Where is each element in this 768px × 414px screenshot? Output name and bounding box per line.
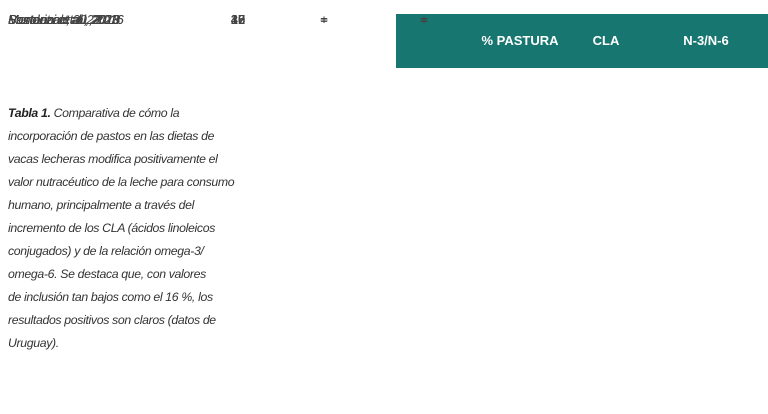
- caption-line: resultados positivos son claros (datos d…: [8, 309, 280, 332]
- header-cell: CLA: [592, 33, 620, 48]
- caption-text: incremento de los CLA (ácidos linoleicos: [8, 221, 215, 235]
- value-cell: +: [420, 12, 428, 27]
- value-cell: 38: [230, 12, 246, 27]
- value-cell: 16: [230, 12, 246, 27]
- caption-line: Tabla 1. Comparativa de cómo la: [8, 102, 280, 125]
- value-cell: 36: [230, 12, 246, 27]
- caption-text: vacas lecheras modifica positivamente el: [8, 152, 218, 166]
- caption-text: de inclusión tan bajos como el 16 %, los: [8, 290, 213, 304]
- caption-text: Comparativa de cómo la: [53, 106, 180, 120]
- caption-line: de inclusión tan bajos como el 16 %, los: [8, 286, 280, 309]
- value-cell: +: [420, 12, 428, 27]
- caption-text: valor nutracéutico de la leche para cons…: [8, 175, 235, 189]
- caption-text: conjugados) y de la relación omega-3/: [8, 244, 204, 258]
- value-cell: =: [420, 12, 428, 27]
- value-cell: +: [320, 12, 328, 27]
- caption-text: incorporación de pastos en las dietas de: [8, 129, 215, 143]
- caption-line: Uruguay).: [8, 332, 280, 355]
- caption-line: vacas lecheras modifica positivamente el: [8, 148, 280, 171]
- caption-line: humano, principalmente a través del: [8, 194, 280, 217]
- value-cell: =: [320, 12, 328, 27]
- author-cell: Pastorini et al., 2018: [8, 12, 120, 27]
- value-cell: 47: [230, 12, 246, 27]
- value-cell: 29: [230, 12, 246, 27]
- author-cell: Mendoza et al., 2016: [8, 12, 124, 27]
- caption-text: resultados positivos son claros (datos d…: [8, 313, 216, 327]
- value-cell: +: [320, 12, 328, 27]
- caption-line: incremento de los CLA (ácidos linoleicos: [8, 217, 280, 240]
- value-cell: +: [320, 12, 328, 27]
- caption-text: Uruguay).: [8, 336, 59, 350]
- value-cell: =: [420, 12, 428, 27]
- header-cell: % PASTURA: [481, 33, 559, 48]
- value-cell: +: [320, 12, 328, 27]
- caption: Tabla 1. Comparativa de cómo la incorpora…: [8, 102, 280, 355]
- caption-line: valor nutracéutico de la leche para cons…: [8, 171, 280, 194]
- header-cell: N-3/N-6: [683, 33, 729, 48]
- caption-line: conjugados) y de la relación omega-3/: [8, 240, 280, 263]
- caption-label: Tabla 1.: [8, 106, 51, 120]
- value-cell: 12: [230, 12, 246, 27]
- table-header: [396, 14, 768, 68]
- author-cell: Pastorini et al., 2018: [8, 12, 120, 27]
- value-cell: +: [320, 12, 328, 27]
- author-cell: Pozo et al., 2022: [8, 12, 101, 27]
- author-cell: Santana et al., 2023: [8, 12, 119, 27]
- value-cell: +: [420, 12, 428, 27]
- value-cell: +: [320, 12, 328, 27]
- author-cell: Santana et al., 2023: [8, 12, 119, 27]
- value-cell: =: [420, 12, 428, 27]
- caption-text: omega-6. Se destaca que, con valores: [8, 267, 206, 281]
- value-cell: +: [420, 12, 428, 27]
- caption-line: incorporación de pastos en las dietas de: [8, 125, 280, 148]
- caption-line: omega-6. Se destaca que, con valores: [8, 263, 280, 286]
- value-cell: 40: [230, 12, 246, 27]
- caption-text: humano, principalmente a través del: [8, 198, 194, 212]
- author-cell: Mendoza et al., 2016: [8, 12, 124, 27]
